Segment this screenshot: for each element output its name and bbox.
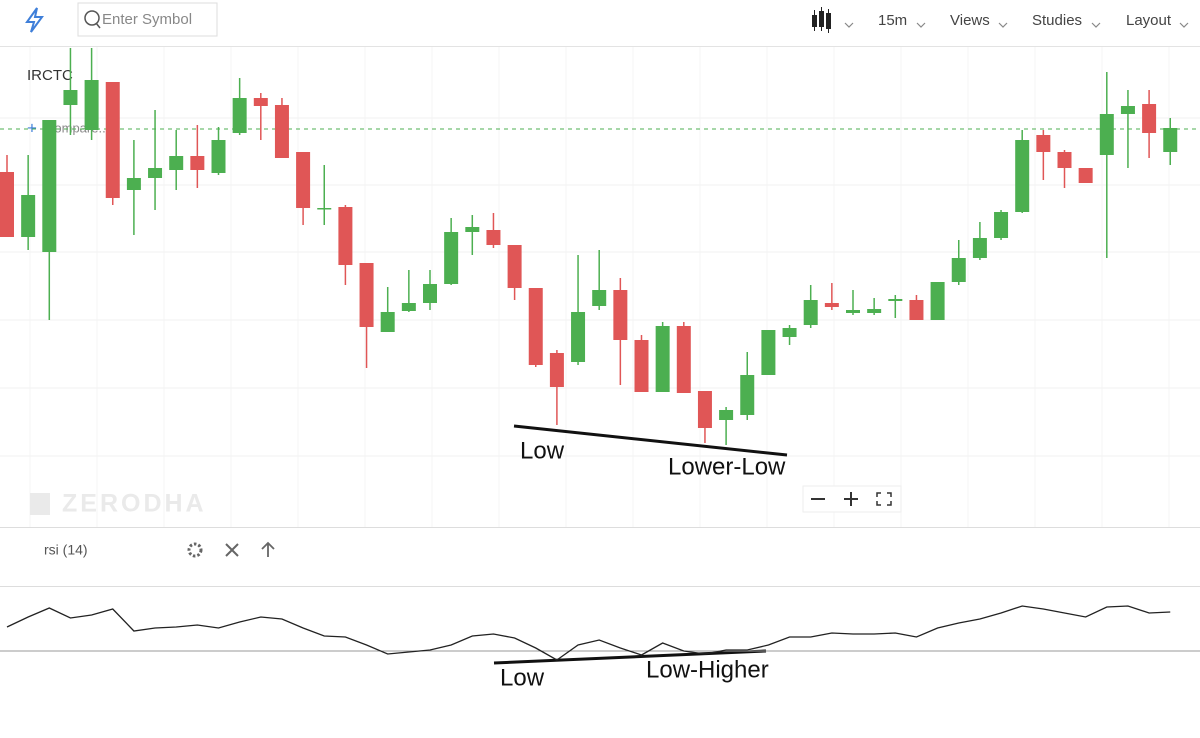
search-icon <box>84 10 100 26</box>
search-placeholder: Enter Symbol <box>102 11 192 28</box>
candle-body <box>63 90 78 105</box>
candle-body <box>42 120 57 252</box>
studies-menu[interactable]: Studies <box>1032 12 1082 29</box>
candle-body <box>401 303 416 311</box>
candle-body <box>740 375 755 415</box>
candle-body <box>317 208 332 210</box>
candle-body <box>126 178 141 190</box>
trend-line <box>513 424 788 457</box>
candle-body <box>274 105 289 158</box>
candle-body <box>930 282 945 320</box>
candle-body <box>846 310 860 313</box>
symbol-label: IRCTC <box>27 67 73 84</box>
candle-body <box>253 98 268 106</box>
candle-body <box>803 300 818 325</box>
candle-body <box>1015 140 1030 212</box>
study-settings[interactable] <box>187 542 203 558</box>
candle-body <box>21 195 36 237</box>
study-close[interactable] <box>225 543 239 557</box>
candle-body <box>232 98 247 133</box>
study-move-up[interactable] <box>261 541 275 557</box>
trend-line <box>493 649 767 665</box>
candle-body <box>782 328 797 337</box>
grid <box>0 47 1200 527</box>
candle-body <box>211 140 226 173</box>
candle-body <box>972 238 987 258</box>
candle-body <box>951 258 966 282</box>
candle-body <box>423 284 437 303</box>
compare-icon[interactable]: + <box>27 118 37 137</box>
candle-body <box>169 156 184 170</box>
candle-body <box>719 410 734 420</box>
candle-body <box>571 312 586 362</box>
search-box[interactable] <box>77 2 218 37</box>
candle-body <box>1163 128 1178 152</box>
candle-body <box>0 172 14 237</box>
candle-body <box>761 330 776 375</box>
rsi-line <box>6 605 1171 661</box>
candle-body <box>1120 106 1135 114</box>
candle-body <box>1036 135 1051 152</box>
candle-body <box>613 290 628 340</box>
study-label: rsi (14) <box>44 542 88 558</box>
fullscreen[interactable] <box>876 492 892 506</box>
watermark-logo <box>30 493 50 515</box>
zoom-controls <box>802 485 902 513</box>
logo-icon[interactable] <box>25 7 44 33</box>
candle-body <box>1099 114 1114 155</box>
candle-body <box>1142 104 1157 133</box>
rsi-panel <box>0 605 1200 661</box>
candle-body <box>1078 168 1093 183</box>
candle-body <box>634 340 649 392</box>
candle-body <box>105 82 120 198</box>
candle-body <box>190 156 205 170</box>
dropdown-carets <box>844 22 1189 28</box>
candle-body <box>84 80 99 130</box>
candle-body <box>697 391 712 428</box>
chart-type-icon[interactable] <box>812 7 831 33</box>
price-panel <box>0 48 1200 445</box>
interval-menu[interactable]: 15m <box>878 12 907 29</box>
candle-body <box>465 227 480 232</box>
candle-body <box>909 300 924 320</box>
annotation: Low-Higher <box>646 656 769 683</box>
views-menu[interactable]: Views <box>950 12 990 29</box>
watermark: ZERODHA <box>62 490 207 518</box>
candle-body <box>994 212 1009 238</box>
candle-body <box>338 207 353 265</box>
candle-body <box>148 168 163 178</box>
candle-body <box>655 326 670 392</box>
candle-body <box>676 326 691 393</box>
candle-body <box>824 303 839 307</box>
candle-body <box>486 230 501 245</box>
candle-body <box>528 288 543 365</box>
candle-body <box>444 232 459 284</box>
zoom-in[interactable] <box>844 492 858 506</box>
layout-menu[interactable]: Layout <box>1126 12 1172 29</box>
candle-body <box>592 290 607 306</box>
candle-body <box>296 152 311 208</box>
candle-body <box>380 312 395 332</box>
annotation: Lower-Low <box>668 453 786 480</box>
candle-body <box>359 263 374 327</box>
annotation: Low <box>500 664 545 691</box>
candle-body <box>1057 152 1072 168</box>
annotation: Low <box>520 437 565 464</box>
candle-body <box>888 299 903 301</box>
candle-body <box>507 245 522 288</box>
search-icon <box>95 22 101 29</box>
candle-body <box>867 309 882 313</box>
candle-body <box>549 353 564 387</box>
